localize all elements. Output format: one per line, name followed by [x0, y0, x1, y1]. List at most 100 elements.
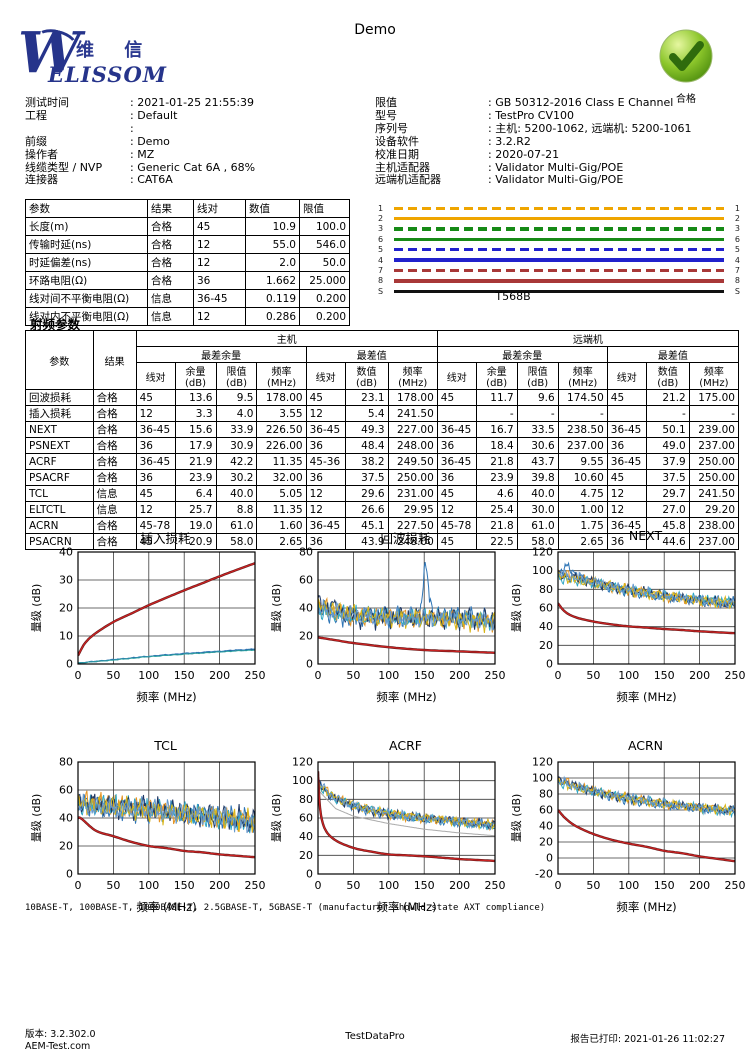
info-row: 型号 TestPro CV100 [375, 109, 747, 123]
summary-header-cell: 参数 [25, 199, 148, 218]
rf-table-cell: 1.75 [557, 517, 608, 534]
svg-text:20: 20 [299, 630, 313, 643]
info-label: 操作者 [25, 147, 58, 161]
rf-subheader-line2: (dB) [657, 378, 679, 389]
rf-table-cell: 45 [606, 389, 647, 406]
rf-table-cell: 25.7 [174, 501, 217, 518]
info-value: CAT6A [130, 174, 173, 187]
table-cell: 线对间不平衡电阻(Ω) [25, 289, 148, 308]
svg-text:150: 150 [174, 879, 195, 892]
table-cell: 100.0 [299, 217, 350, 236]
rf-table-cell: 37.5 [645, 469, 690, 486]
wire-pin-left: S [378, 286, 384, 296]
svg-text:30: 30 [59, 574, 73, 587]
table-cell: 12 [193, 253, 246, 272]
svg-text:50: 50 [346, 879, 360, 892]
table-row: 线对内不平衡电阻(Ω) 信息 12 0.286 0.200 [25, 307, 350, 326]
rf-table-cell: 36 [305, 469, 346, 486]
svg-text:40: 40 [539, 620, 553, 633]
rf-header-subcell: 限值 (dB) [516, 362, 559, 390]
rf-table-cell: 2.65 [256, 533, 307, 550]
svg-text:0: 0 [315, 669, 322, 682]
rf-header-subcell: 线对 [606, 362, 647, 390]
chart-svg-acrf: 0 20 40 60 80 100 120 0 50 100 150 200 250 量级 (dB) 频率 … [270, 756, 506, 915]
summary-header-cell: 结果 [147, 199, 194, 218]
rf-table-cell: 17.9 [174, 437, 217, 454]
rf-table-cell: 36-45 [305, 421, 346, 438]
rf-subheader-line2: (dB) [527, 378, 549, 389]
chart-title-acrn: ACRN [627, 738, 664, 753]
rf-header-subcell: 频率 (MHz) [688, 362, 740, 390]
wire-pin-left: 6 [378, 234, 384, 244]
table-cell: 12 [193, 307, 246, 326]
rf-table-cell: 239.00 [688, 421, 740, 438]
info-row: 校准日期 2020-07-21 [375, 148, 747, 162]
table-cell: 1.662 [245, 271, 300, 290]
rf-table-cell: 4.6 [475, 485, 518, 502]
rf-table-cell: 237.00 [557, 437, 608, 454]
rf-table-cell: 49.3 [344, 421, 389, 438]
table-cell: 25.000 [299, 271, 350, 290]
svg-text:频率 (MHz): 频率 (MHz) [136, 900, 196, 914]
table-cell: 0.200 [299, 289, 350, 308]
rf-table-cell: 249.50 [387, 453, 438, 470]
summary-table: 参数 结果 线对 数值 限值 长度(m) 合格 45 10.9 100.0 传输时延(ns) 合格 1… [25, 199, 350, 326]
rf-header-worst-value: 最差值 [305, 346, 438, 363]
rf-table-cell: 40.0 [215, 485, 258, 502]
rf-table-cell: 45 [436, 533, 477, 550]
table-cell: 36-45 [193, 289, 246, 308]
rf-subheader-line2: (dB) [486, 378, 508, 389]
svg-text:40: 40 [539, 820, 553, 833]
rf-table-cell: 信息 [92, 501, 137, 518]
wire-pin-right: 1 [734, 203, 740, 213]
rf-header-remote: 远端机 [436, 330, 740, 347]
svg-text:60: 60 [59, 784, 73, 797]
summary-header-row: 参数 结果 线对 数值 限值 [25, 199, 350, 218]
svg-text:量级 (dB): 量级 (dB) [510, 794, 523, 843]
rf-table-cell: 61.0 [516, 517, 559, 534]
info-right-block: 限值 GB 50312-2016 Class E Channel 型号 TestPro… [375, 96, 747, 187]
rf-table-row: ACRF 合格 36-45 21.9 42.2 11.35 45-36 38.2 249.50 3… [25, 453, 740, 470]
svg-text:120: 120 [532, 756, 553, 769]
table-cell: 信息 [147, 307, 194, 326]
svg-text:40: 40 [59, 812, 73, 825]
footer-app-name: TestDataPro [345, 1031, 405, 1042]
rf-table-cell: 36-45 [135, 421, 176, 438]
wire-pin-right: S [734, 286, 740, 296]
svg-text:40: 40 [299, 830, 313, 843]
svg-text:60: 60 [299, 574, 313, 587]
table-row: 长度(m) 合格 45 10.9 100.0 [25, 217, 350, 236]
wire-pin-right: 4 [734, 255, 740, 265]
rf-table-cell: - [516, 405, 559, 422]
rf-table-cell: 5.4 [344, 405, 389, 422]
rf-table-cell: 10.60 [557, 469, 608, 486]
table-cell: 合格 [147, 253, 194, 272]
rf-table-cell: 42.2 [215, 453, 258, 470]
wire-pin-right: 7 [734, 266, 740, 276]
rf-table-row: TCL 信息 45 6.4 40.0 5.05 12 29.6 231.00 45 4.6 40.0 4… [25, 485, 740, 502]
rf-header-subcell: 频率 (MHz) [557, 362, 608, 390]
rf-subheader-line1: 限值 [527, 367, 548, 378]
svg-text:150: 150 [654, 879, 675, 892]
info-row: 设备软件 3.2.R2 [375, 135, 747, 149]
rf-table-cell: PSNEXT [25, 437, 94, 454]
rf-table-cell: 36-45 [606, 453, 647, 470]
svg-text:60: 60 [299, 812, 313, 825]
rf-subheader-line1: 频率 [402, 367, 423, 378]
rf-table-cell: 29.20 [688, 501, 740, 518]
table-cell: 2.0 [245, 253, 300, 272]
info-label: 线缆类型 / NVP [25, 160, 103, 174]
info-row: 远端机适配器 Validator Multi-Gig/POE [375, 174, 747, 187]
rf-table-cell: 36-45 [606, 421, 647, 438]
svg-text:频率 (MHz): 频率 (MHz) [616, 900, 676, 914]
svg-text:40: 40 [299, 602, 313, 615]
info-row: 序列号 主机: 5200-1062, 远端机: 5200-1061 [375, 122, 747, 136]
rf-table-cell: 30.2 [215, 469, 258, 486]
info-label: 测试时间 [25, 96, 69, 109]
rf-table-cell: 39.8 [516, 469, 559, 486]
svg-text:20: 20 [539, 836, 553, 849]
rf-table-cell: 36-45 [436, 453, 477, 470]
